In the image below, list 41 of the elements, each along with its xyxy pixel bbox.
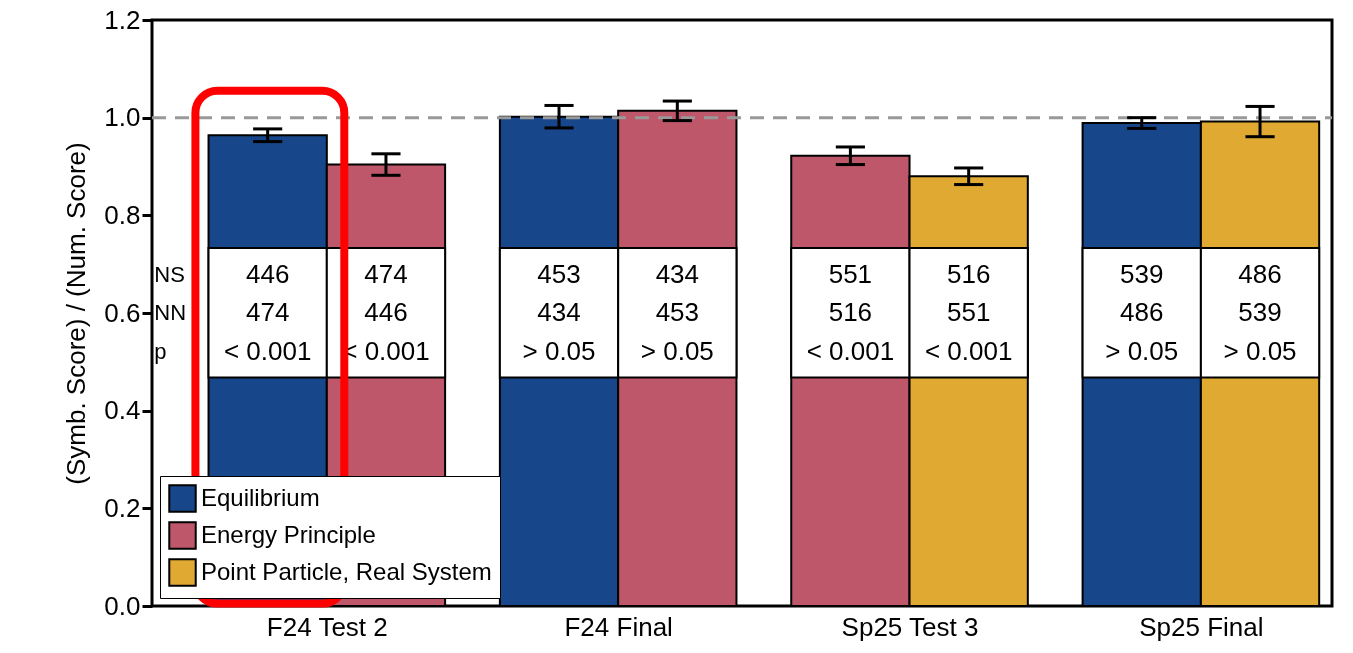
x-tick-label: F24 Test 2 (266, 611, 388, 642)
annotation: 434 (655, 258, 700, 289)
annotation: 453 (537, 258, 581, 289)
x-tick-label: Sp25 Test 3 (841, 611, 979, 642)
annotation: < 0.001 (924, 336, 1013, 367)
annotation: NN (154, 300, 187, 326)
y-tick-label: 0.8 (104, 199, 141, 230)
x-tick-label: Sp25 Final (1139, 611, 1264, 642)
y-tick-label: 1.2 (104, 4, 141, 35)
annotation: < 0.001 (806, 336, 895, 367)
y-axis-title: (Symb. Score) / (Num. Score) (61, 142, 92, 485)
annotation: 486 (1120, 297, 1164, 328)
annotation: 516 (946, 258, 991, 289)
annotation: 539 (1238, 297, 1282, 328)
annotation: p (154, 339, 167, 365)
annotation: 446 (364, 297, 408, 328)
annotation: 474 (364, 258, 408, 289)
y-tick-label: 0.4 (104, 395, 141, 426)
legend-label: Point Particle, Real System (201, 557, 492, 585)
annotation: > 0.05 (1223, 336, 1297, 367)
y-tick-label: 0.0 (104, 590, 141, 621)
annotation: > 0.05 (522, 336, 596, 367)
y-tick-label: 0.2 (104, 492, 141, 523)
legend-label: Energy Principle (201, 520, 376, 548)
annotation: NS (154, 261, 185, 287)
annotation: 434 (537, 297, 581, 328)
legend-label: Equilibrium (201, 483, 320, 511)
annotation: 539 (1120, 258, 1164, 289)
annotation: 474 (245, 297, 290, 328)
annotation: 446 (245, 258, 290, 289)
annotation: > 0.05 (1105, 336, 1179, 367)
annotation: > 0.05 (640, 336, 714, 367)
x-tick-label: F24 Final (564, 611, 673, 642)
y-tick-label: 0.6 (104, 297, 141, 328)
annotation: 551 (828, 258, 873, 289)
annotation: 453 (655, 297, 700, 328)
annotation: 551 (946, 297, 991, 328)
y-tick-label: 1.0 (104, 102, 141, 133)
annotation: < 0.001 (223, 336, 312, 367)
annotation: 486 (1238, 258, 1282, 289)
annotation: 516 (828, 297, 873, 328)
